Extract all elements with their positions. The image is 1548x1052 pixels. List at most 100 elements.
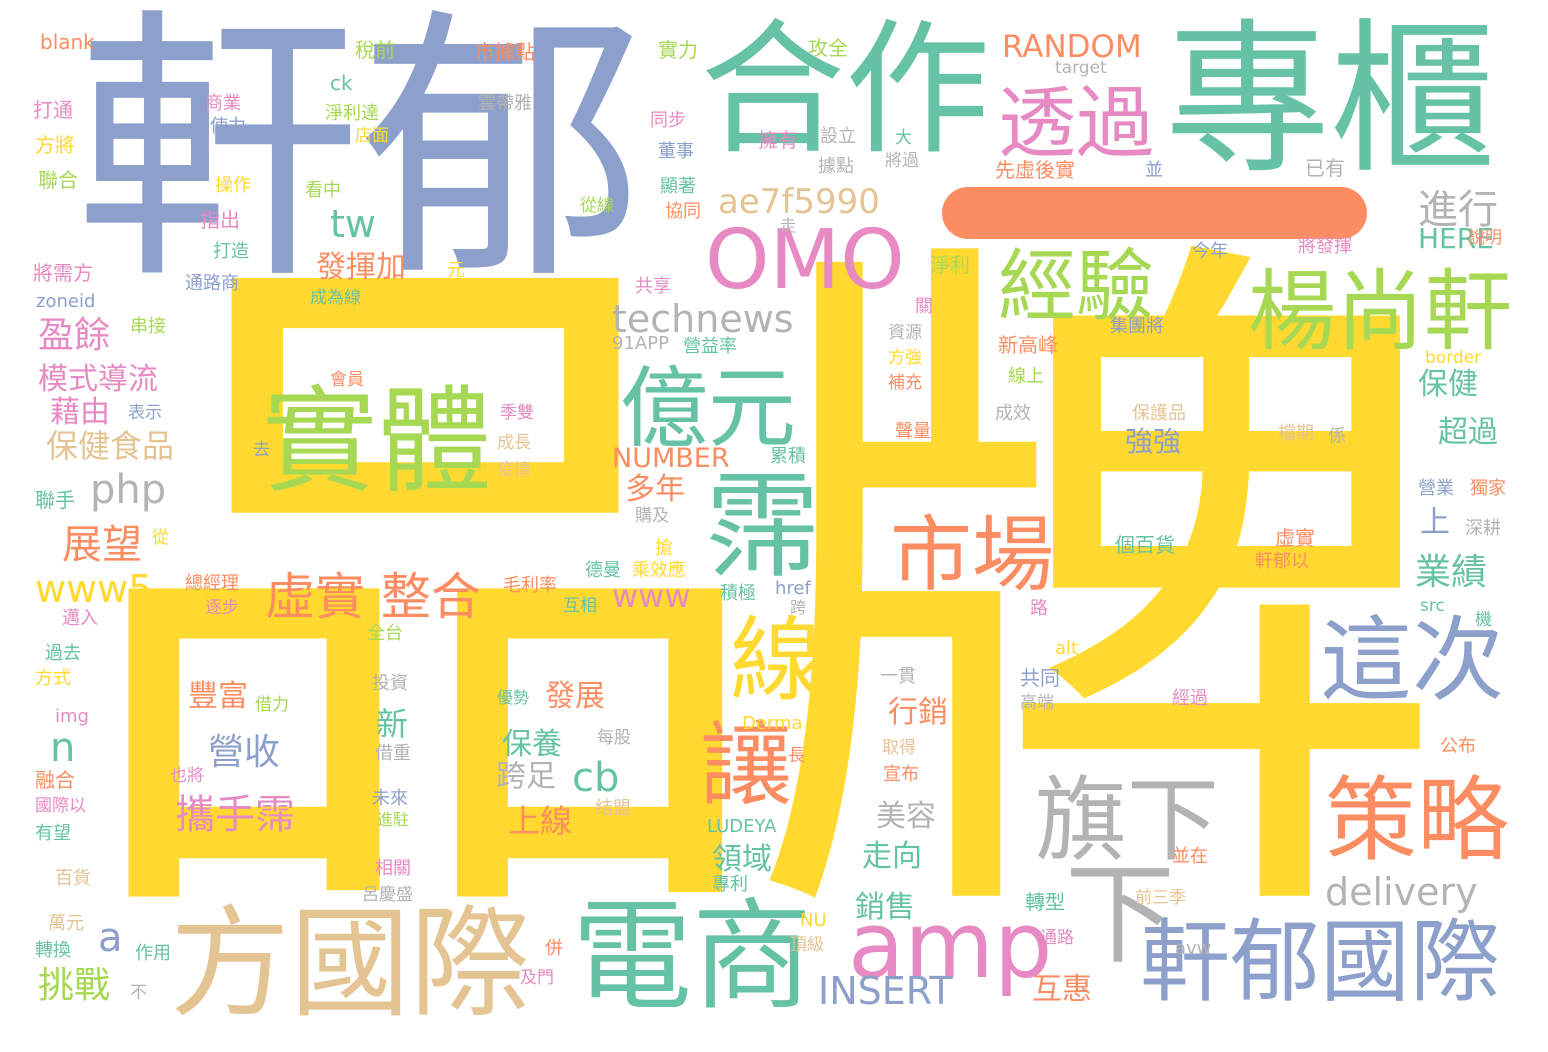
word-91app: 91APP xyxy=(612,333,669,354)
word-chengxiaoying: 乘效應 xyxy=(632,560,686,581)
word-www: www xyxy=(612,577,691,615)
word-ae7f5990: ae7f5990 xyxy=(718,182,880,222)
word-ludeya: LUDEYA xyxy=(707,816,777,837)
word-xieshoupei: 攜手霈 xyxy=(175,792,295,838)
word-xi: 係 xyxy=(1328,426,1346,447)
word-shuiqian: 稅前 xyxy=(355,38,395,62)
word-jinnian: 今年 xyxy=(1192,241,1228,262)
word-lvqingsheng: 呂慶盛 xyxy=(362,885,413,905)
word-duonian: 多年 xyxy=(625,472,685,507)
word-meigu: 每股 xyxy=(597,728,631,748)
word-da: 大 xyxy=(895,128,912,148)
word-fahuijia: 發揮加 xyxy=(316,250,406,285)
word-zhuanhuan: 轉換 xyxy=(35,940,71,961)
word-jishuang: 季雙 xyxy=(500,403,534,423)
word-php: php xyxy=(90,467,167,513)
word-mairu: 邁入 xyxy=(62,608,98,629)
word-zongjingli: 總經理 xyxy=(185,573,239,594)
word-zhuanxing: 轉型 xyxy=(1025,890,1065,914)
word-alt: alt xyxy=(1055,638,1079,659)
word-yundaiya: 雲帶雅 xyxy=(478,93,532,114)
word-guoqu: 過去 xyxy=(45,643,81,664)
word-derma: Derma xyxy=(742,713,803,734)
word-technews: technews xyxy=(612,297,794,341)
word-touzi: 投資 xyxy=(372,673,408,694)
word-gongquan: 攻全 xyxy=(808,36,848,60)
word-xianshang: 線上 xyxy=(1008,366,1044,387)
word-chang: 長 xyxy=(788,746,805,766)
word-yejiang: 也將 xyxy=(170,766,204,786)
word-yingye: 營業 xyxy=(1418,478,1454,499)
word-lu: 路 xyxy=(1030,598,1048,619)
word-judian: 據點 xyxy=(818,156,854,177)
word-datong: 打通 xyxy=(33,98,73,122)
word-amp: amp xyxy=(848,892,1053,999)
word-fangshi: 方式 xyxy=(35,668,71,689)
word-bing: 並 xyxy=(1145,160,1163,181)
word-cong: 從 xyxy=(152,528,169,548)
word-zhuangui: 專櫃 xyxy=(1165,4,1495,196)
word-xiangguan: 相關 xyxy=(375,858,411,879)
word-jingguo: 經過 xyxy=(1172,688,1208,709)
word-delivery: delivery xyxy=(1325,870,1478,914)
word-tw: tw xyxy=(330,202,376,246)
word-qiang: 搶 xyxy=(655,538,673,559)
word-avw: avw xyxy=(1175,938,1212,959)
word-shiti: 實體 xyxy=(262,375,493,509)
word-qude: 取得 xyxy=(882,738,916,758)
word-wanyuan: 萬元 xyxy=(48,913,84,934)
word-sheli: 設立 xyxy=(820,126,856,147)
word-bu: 不 xyxy=(130,983,147,1003)
word-kanzhong: 看中 xyxy=(305,180,341,201)
word-chaoguo: 超過 xyxy=(1438,415,1498,450)
word-qiangqiang: 強強 xyxy=(1125,425,1182,458)
word-yuan: 元 xyxy=(447,260,465,281)
word-xushi-zhenghe: 虛實 整合 xyxy=(265,568,481,626)
word-huhui: 互惠 xyxy=(1032,972,1092,1007)
word-yingshou: 營收 xyxy=(208,732,281,773)
word-moshidaoliu: 模式導流 xyxy=(38,362,158,397)
word-chengweixian: 成為線 xyxy=(310,288,361,308)
word-xuanyu: 軒郁 xyxy=(75,0,645,318)
word-yingyu: 盈餘 xyxy=(38,315,111,356)
word-insert: INSERT xyxy=(818,969,953,1013)
word-fangqiang: 方強 xyxy=(888,348,922,368)
word-tiaozhan: 挑戰 xyxy=(38,965,111,1006)
word-quantai: 全台 xyxy=(367,623,403,644)
word-yiqing: 疫情 xyxy=(497,460,531,480)
word-img: img xyxy=(55,706,89,727)
word-shili2: 使力 xyxy=(210,116,246,137)
word-omo: OMO xyxy=(705,213,905,308)
word-touguo: 透過 xyxy=(998,79,1155,169)
word-jiangfahui: 將發揮 xyxy=(1298,236,1352,257)
word-xingaofeng: 新高峰 xyxy=(998,333,1058,357)
word-chuanjie: 串接 xyxy=(130,316,166,337)
word-meirong: 美容 xyxy=(876,799,936,834)
word-zhuanli: 專利 xyxy=(712,874,748,895)
word-number: NUMBER xyxy=(612,443,730,474)
word-cb: cb xyxy=(572,755,620,801)
word-jingli: 淨利 xyxy=(930,253,970,277)
word-pinpai: 品牌 xyxy=(70,187,1450,1007)
word-jinglida: 淨利達 xyxy=(325,103,379,124)
word-baojian: 保健 xyxy=(1418,367,1478,402)
word-xuanyuguoji: 軒郁國際 xyxy=(1140,910,1500,1015)
word-ji: 機 xyxy=(1475,610,1492,630)
word-qiansanji: 前三季 xyxy=(1135,888,1186,908)
word-yi: 一 xyxy=(942,187,1367,239)
word-jingyan: 經驗 xyxy=(998,242,1155,332)
word-chengxiao: 成效 xyxy=(995,403,1031,424)
word-xuanbu: 宣布 xyxy=(883,764,919,785)
word-dianshang: 電商 xyxy=(572,888,812,1027)
word-gongtong: 共同 xyxy=(1020,666,1060,690)
word-jinzhu: 進駐 xyxy=(377,810,410,829)
word-jieli: 借力 xyxy=(255,695,289,715)
word-xianxuhoushi: 先虛後實 xyxy=(995,158,1075,182)
word-zuoyong: 作用 xyxy=(135,943,171,964)
word-lianshou: 聯手 xyxy=(35,488,75,512)
word-jinxing: 進行 xyxy=(1418,187,1498,233)
word-tongbu: 同步 xyxy=(650,110,686,131)
word-yingyilv: 營益率 xyxy=(683,336,737,357)
word-tonglu: 通路 xyxy=(1040,928,1074,948)
word-ck: ck xyxy=(330,71,353,95)
